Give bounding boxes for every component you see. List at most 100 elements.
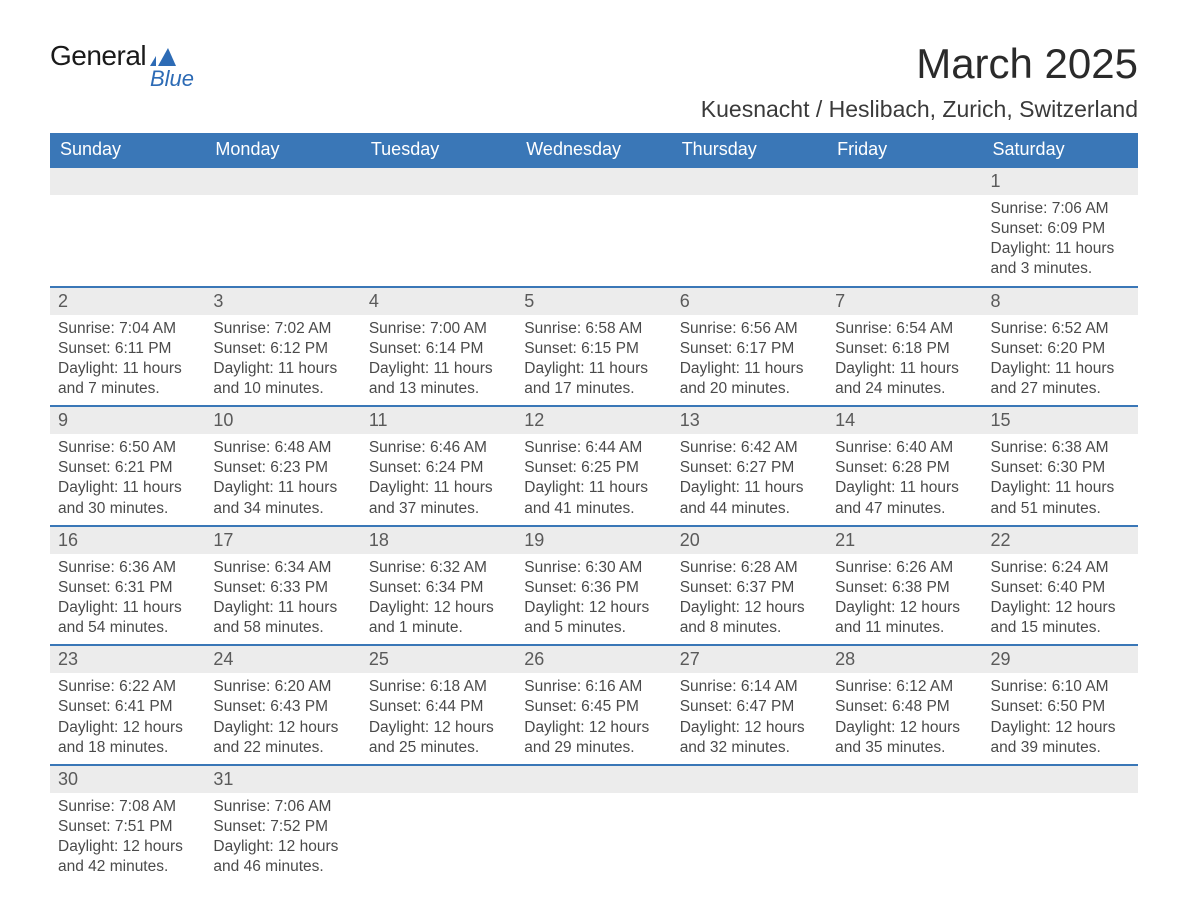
day-number-row: 1 xyxy=(50,167,1138,195)
daylight-line: Daylight: 12 hours and 42 minutes. xyxy=(58,837,197,877)
day-info-cell: Sunrise: 6:10 AMSunset: 6:50 PMDaylight:… xyxy=(983,673,1138,765)
day-number-cell: 14 xyxy=(827,406,982,434)
day-number-cell xyxy=(672,167,827,195)
day-info-row: Sunrise: 6:22 AMSunset: 6:41 PMDaylight:… xyxy=(50,673,1138,765)
sunrise-line: Sunrise: 6:18 AM xyxy=(369,677,508,697)
day-info-cell: Sunrise: 6:46 AMSunset: 6:24 PMDaylight:… xyxy=(361,434,516,526)
day-info-row: Sunrise: 7:06 AMSunset: 6:09 PMDaylight:… xyxy=(50,195,1138,287)
sunrise-line: Sunrise: 7:04 AM xyxy=(58,319,197,339)
sunset-line: Sunset: 6:23 PM xyxy=(213,458,352,478)
day-number-cell: 11 xyxy=(361,406,516,434)
day-info-cell xyxy=(516,195,671,287)
sunrise-line: Sunrise: 6:54 AM xyxy=(835,319,974,339)
daylight-line: Daylight: 11 hours and 10 minutes. xyxy=(213,359,352,399)
sunrise-line: Sunrise: 6:58 AM xyxy=(524,319,663,339)
day-number-cell xyxy=(50,167,205,195)
day-info-cell xyxy=(672,195,827,287)
sunrise-line: Sunrise: 7:06 AM xyxy=(991,199,1130,219)
daylight-line: Daylight: 12 hours and 8 minutes. xyxy=(680,598,819,638)
day-info-cell: Sunrise: 6:18 AMSunset: 6:44 PMDaylight:… xyxy=(361,673,516,765)
day-info-cell: Sunrise: 6:20 AMSunset: 6:43 PMDaylight:… xyxy=(205,673,360,765)
sunrise-line: Sunrise: 6:28 AM xyxy=(680,558,819,578)
sunset-line: Sunset: 6:18 PM xyxy=(835,339,974,359)
location-text: Kuesnacht / Heslibach, Zurich, Switzerla… xyxy=(701,96,1138,123)
sunset-line: Sunset: 6:47 PM xyxy=(680,697,819,717)
day-number-cell xyxy=(516,765,671,793)
daylight-line: Daylight: 11 hours and 54 minutes. xyxy=(58,598,197,638)
sunrise-line: Sunrise: 6:42 AM xyxy=(680,438,819,458)
weekday-header: Saturday xyxy=(983,133,1138,167)
daylight-line: Daylight: 12 hours and 29 minutes. xyxy=(524,718,663,758)
sunrise-line: Sunrise: 6:46 AM xyxy=(369,438,508,458)
sunset-line: Sunset: 6:21 PM xyxy=(58,458,197,478)
day-info-cell: Sunrise: 6:12 AMSunset: 6:48 PMDaylight:… xyxy=(827,673,982,765)
sunset-line: Sunset: 6:43 PM xyxy=(213,697,352,717)
day-number-cell: 17 xyxy=(205,526,360,554)
day-info-cell xyxy=(50,195,205,287)
day-number-cell: 27 xyxy=(672,645,827,673)
sunrise-line: Sunrise: 6:24 AM xyxy=(991,558,1130,578)
sunset-line: Sunset: 6:48 PM xyxy=(835,697,974,717)
daylight-line: Daylight: 12 hours and 39 minutes. xyxy=(991,718,1130,758)
day-number-cell: 13 xyxy=(672,406,827,434)
day-number-cell: 20 xyxy=(672,526,827,554)
sunset-line: Sunset: 6:27 PM xyxy=(680,458,819,478)
day-info-cell: Sunrise: 7:04 AMSunset: 6:11 PMDaylight:… xyxy=(50,315,205,407)
daylight-line: Daylight: 11 hours and 37 minutes. xyxy=(369,478,508,518)
day-info-cell: Sunrise: 7:06 AMSunset: 6:09 PMDaylight:… xyxy=(983,195,1138,287)
day-info-cell: Sunrise: 6:38 AMSunset: 6:30 PMDaylight:… xyxy=(983,434,1138,526)
day-info-cell: Sunrise: 6:26 AMSunset: 6:38 PMDaylight:… xyxy=(827,554,982,646)
sunrise-line: Sunrise: 6:22 AM xyxy=(58,677,197,697)
day-info-cell: Sunrise: 6:34 AMSunset: 6:33 PMDaylight:… xyxy=(205,554,360,646)
day-number-cell: 3 xyxy=(205,287,360,315)
day-number-cell: 25 xyxy=(361,645,516,673)
day-info-cell xyxy=(827,793,982,884)
sunrise-line: Sunrise: 6:50 AM xyxy=(58,438,197,458)
sunrise-line: Sunrise: 6:16 AM xyxy=(524,677,663,697)
sunset-line: Sunset: 6:36 PM xyxy=(524,578,663,598)
day-info-cell: Sunrise: 6:24 AMSunset: 6:40 PMDaylight:… xyxy=(983,554,1138,646)
sunrise-line: Sunrise: 6:38 AM xyxy=(991,438,1130,458)
sunrise-line: Sunrise: 6:30 AM xyxy=(524,558,663,578)
day-info-row: Sunrise: 6:36 AMSunset: 6:31 PMDaylight:… xyxy=(50,554,1138,646)
sunset-line: Sunset: 6:34 PM xyxy=(369,578,508,598)
daylight-line: Daylight: 12 hours and 32 minutes. xyxy=(680,718,819,758)
daylight-line: Daylight: 11 hours and 7 minutes. xyxy=(58,359,197,399)
daylight-line: Daylight: 12 hours and 35 minutes. xyxy=(835,718,974,758)
weekday-header: Monday xyxy=(205,133,360,167)
sunset-line: Sunset: 6:40 PM xyxy=(991,578,1130,598)
daylight-line: Daylight: 11 hours and 34 minutes. xyxy=(213,478,352,518)
day-number-cell: 1 xyxy=(983,167,1138,195)
day-number-cell: 5 xyxy=(516,287,671,315)
weekday-header: Tuesday xyxy=(361,133,516,167)
day-info-cell: Sunrise: 7:02 AMSunset: 6:12 PMDaylight:… xyxy=(205,315,360,407)
day-info-cell: Sunrise: 6:40 AMSunset: 6:28 PMDaylight:… xyxy=(827,434,982,526)
daylight-line: Daylight: 11 hours and 20 minutes. xyxy=(680,359,819,399)
sunset-line: Sunset: 6:12 PM xyxy=(213,339,352,359)
day-number-cell: 28 xyxy=(827,645,982,673)
sunrise-line: Sunrise: 6:32 AM xyxy=(369,558,508,578)
sunset-line: Sunset: 6:15 PM xyxy=(524,339,663,359)
sunset-line: Sunset: 6:25 PM xyxy=(524,458,663,478)
day-number-cell: 8 xyxy=(983,287,1138,315)
sunrise-line: Sunrise: 7:06 AM xyxy=(213,797,352,817)
daylight-line: Daylight: 11 hours and 47 minutes. xyxy=(835,478,974,518)
sunset-line: Sunset: 6:50 PM xyxy=(991,697,1130,717)
day-info-row: Sunrise: 6:50 AMSunset: 6:21 PM Daylight:… xyxy=(50,434,1138,526)
sunset-line: Sunset: 7:51 PM xyxy=(58,817,197,837)
day-info-cell: Sunrise: 6:54 AMSunset: 6:18 PMDaylight:… xyxy=(827,315,982,407)
weekday-header: Thursday xyxy=(672,133,827,167)
day-number-cell: 19 xyxy=(516,526,671,554)
brand-logo: General Blue xyxy=(50,40,194,92)
day-info-cell: Sunrise: 6:16 AMSunset: 6:45 PMDaylight:… xyxy=(516,673,671,765)
sunrise-line: Sunrise: 6:40 AM xyxy=(835,438,974,458)
day-info-cell xyxy=(361,793,516,884)
sunset-line: Sunset: 6:28 PM xyxy=(835,458,974,478)
day-info-cell: Sunrise: 6:48 AMSunset: 6:23 PMDaylight:… xyxy=(205,434,360,526)
day-number-cell: 30 xyxy=(50,765,205,793)
day-number-cell: 7 xyxy=(827,287,982,315)
day-info-cell: Sunrise: 6:50 AMSunset: 6:21 PMDaylight:… xyxy=(50,434,205,526)
sunrise-line: Sunrise: 6:26 AM xyxy=(835,558,974,578)
day-number-cell: 18 xyxy=(361,526,516,554)
weekday-header: Friday xyxy=(827,133,982,167)
